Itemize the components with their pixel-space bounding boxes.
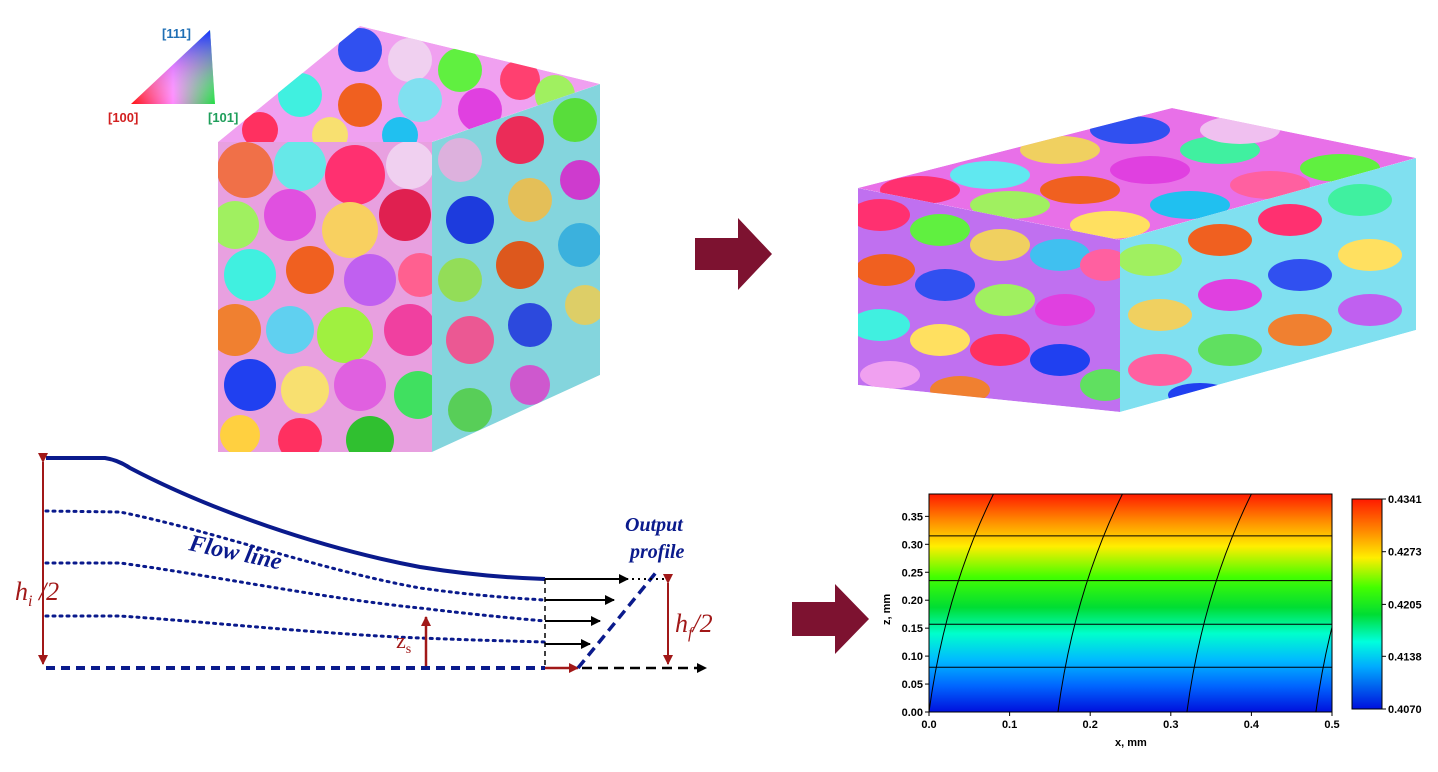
zs-label: zs — [396, 628, 411, 657]
y-tick-label: 0.25 — [902, 567, 923, 579]
x-tick-label: 0.2 — [1083, 719, 1098, 731]
flow-line-3 — [44, 614, 547, 644]
colorbar-tick-label: 0.4070 — [1388, 704, 1422, 716]
top-surface-profile — [46, 456, 546, 581]
ipf-label-100: [100] — [108, 110, 138, 125]
right-arrow-icon — [695, 218, 772, 290]
cube-top-face — [218, 26, 600, 142]
y-tick-label: 0.30 — [902, 539, 923, 551]
cube-side-face — [432, 84, 600, 452]
hi-label: hi /2 — [15, 577, 59, 610]
flow-line-label: Flow line — [186, 530, 285, 575]
y-tick-label: 0.20 — [902, 595, 923, 607]
hf-label: hf/2 — [675, 609, 713, 642]
output-profile-label-1: Output — [625, 514, 684, 536]
y-tick-label: 0.15 — [902, 623, 923, 635]
x-tick-label: 0.3 — [1163, 719, 1178, 731]
colorbar-tick-label: 0.4138 — [1388, 651, 1422, 663]
heatmap-field — [929, 494, 1332, 712]
heatmap-chart: 0.0 0.1 0.2 0.3 0.4 0.5 0.000.050.100.150.200… — [881, 493, 1422, 749]
y-tick-label: 0.05 — [902, 679, 923, 691]
y-axis-label: z, mm — [881, 594, 893, 625]
material-flow-line — [1186, 494, 1252, 712]
material-flow-line — [929, 494, 994, 712]
material-flow-line — [1315, 625, 1332, 712]
x-axis-label: x, mm — [1115, 737, 1147, 749]
flow-line-2 — [44, 561, 547, 623]
slab-side-face — [1120, 158, 1416, 412]
ipf-label-111: [111] — [162, 26, 191, 41]
y-tick-label: 0.10 — [902, 651, 923, 663]
x-tick-label: 0.1 — [1002, 719, 1017, 731]
ipf-color-legend: [111] [100] [101] — [108, 26, 238, 125]
x-axis-ticks: 0.0 0.1 0.2 0.3 0.4 0.5 — [921, 712, 1340, 731]
ipf-label-101: [101] — [208, 110, 238, 125]
flow-line-diagram: hi /2 hf/2 Flow line Output profile zs — [15, 453, 713, 673]
x-tick-label: 0.0 — [921, 719, 936, 731]
y-axis-ticks: 0.00 0.05 0.10 0.15 0.20 0.25 0.30 0.35 — [902, 511, 929, 719]
y-tick-label: 0.00 — [902, 707, 923, 719]
initial-microstructure-cube — [218, 26, 600, 452]
colorbar-ticks: 0.4341 0.4273 0.4205 0.4138 0.4070 — [1382, 494, 1422, 716]
ipf-triangle-overlay — [131, 30, 215, 104]
heatmap-frame — [928, 493, 1333, 713]
x-tick-label: 0.5 — [1324, 719, 1339, 731]
output-profile-label-2: profile — [628, 541, 685, 563]
colorbar-tick-label: 0.4273 — [1388, 547, 1422, 559]
colorbar — [1351, 498, 1383, 710]
right-arrow-icon — [792, 584, 869, 654]
colorbar-tick-label: 0.4205 — [1388, 599, 1422, 611]
flow-line-1 — [44, 509, 547, 602]
slab-top-face — [858, 108, 1416, 240]
deformed-microstructure-slab — [858, 108, 1416, 412]
cube-front-face — [218, 142, 432, 452]
material-flow-line — [1057, 494, 1123, 712]
colorbar-tick-label: 0.4341 — [1388, 494, 1422, 506]
output-profile-line — [576, 568, 660, 670]
y-tick-label: 0.35 — [902, 511, 923, 523]
heatmap-grid-lines — [929, 494, 1332, 712]
x-tick-label: 0.4 — [1244, 719, 1260, 731]
slab-front-face — [858, 188, 1120, 412]
